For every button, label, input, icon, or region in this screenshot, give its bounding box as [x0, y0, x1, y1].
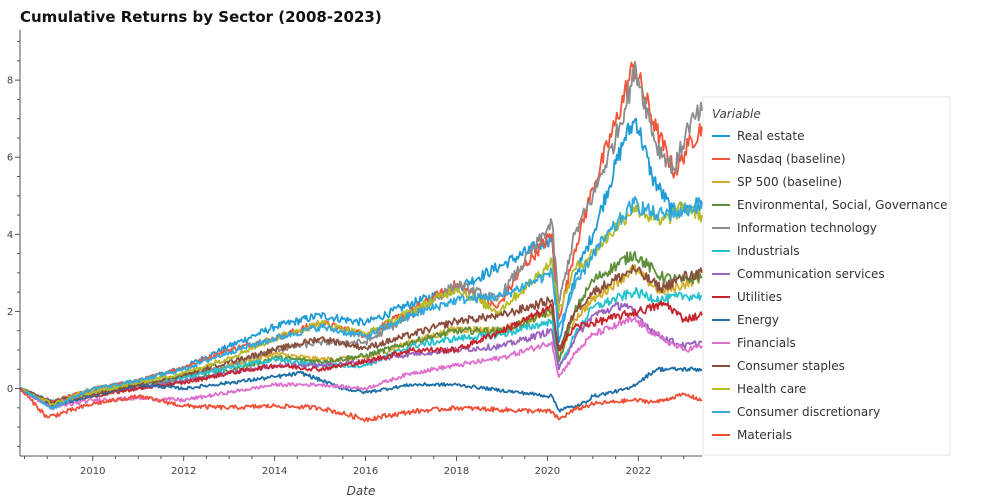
legend-label: Materials — [737, 428, 792, 442]
x-tick-label: 2016 — [353, 466, 378, 477]
legend-label: Consumer staples — [737, 359, 845, 373]
legend-title: Variable — [712, 107, 761, 121]
legend-label: Real estate — [737, 129, 804, 143]
legend-item[interactable]: Materials — [712, 428, 792, 442]
legend-label: SP 500 (baseline) — [737, 175, 842, 189]
y-tick-label: 2 — [7, 307, 13, 318]
series-line-13 — [19, 387, 703, 423]
legend-label: Energy — [737, 313, 779, 327]
y-tick-label: 4 — [7, 230, 13, 241]
x-tick-label: 2010 — [80, 466, 105, 477]
legend-item[interactable]: Communication services — [712, 267, 885, 281]
legend-label: Industrials — [737, 244, 800, 258]
x-tick-label: 2014 — [262, 466, 287, 477]
y-tick-label: 8 — [7, 76, 13, 87]
legend-label: Information technology — [737, 221, 877, 235]
series-line-9 — [19, 316, 703, 411]
legend-label: Communication services — [737, 267, 885, 281]
legend-item[interactable]: Consumer discretionary — [712, 405, 880, 419]
legend-label: Consumer discretionary — [737, 405, 880, 419]
y-tick-label: 0 — [7, 384, 13, 395]
legend-item[interactable]: Information technology — [712, 221, 877, 235]
legend-label: Health care — [737, 382, 806, 396]
legend-item[interactable]: Utilities — [712, 290, 782, 304]
series-line-7 — [19, 300, 703, 406]
legend-label: Utilities — [737, 290, 782, 304]
legend-item[interactable]: SP 500 (baseline) — [712, 175, 842, 189]
x-axis-label: Date — [347, 484, 376, 498]
series-line-12 — [19, 196, 703, 410]
legend-item[interactable]: Energy — [712, 313, 779, 327]
x-tick-label: 2018 — [444, 466, 469, 477]
x-tick-label: 2020 — [535, 466, 560, 477]
x-tick-label: 2012 — [171, 466, 196, 477]
chart-title: Cumulative Returns by Sector (2008-2023) — [20, 8, 382, 26]
legend-item[interactable]: Health care — [712, 382, 806, 396]
legend-label: Nasdaq (baseline) — [737, 152, 846, 166]
legend-item[interactable]: Consumer staples — [712, 359, 845, 373]
legend-item[interactable]: Industrials — [712, 244, 800, 258]
legend: Variable Real estate Nasdaq (baseline) SP … — [702, 96, 951, 456]
legend-box — [702, 96, 951, 456]
legend-item[interactable]: Financials — [712, 336, 796, 350]
y-tick-label: 6 — [7, 153, 13, 164]
legend-item[interactable]: Nasdaq (baseline) — [712, 152, 846, 166]
series-lines — [19, 60, 703, 423]
legend-item[interactable]: Real estate — [712, 129, 804, 143]
x-tick-label: 2022 — [626, 466, 651, 477]
legend-item[interactable]: Environmental, Social, Governance — [712, 198, 948, 212]
legend-label: Environmental, Social, Governance — [737, 198, 948, 212]
legend-label: Financials — [737, 336, 796, 350]
series-line-10 — [19, 264, 703, 405]
axes: 0 2 4 6 8 2010 2012 2014 2016 2018 2020 2022 — [7, 30, 702, 477]
